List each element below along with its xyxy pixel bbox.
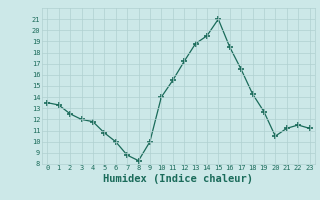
X-axis label: Humidex (Indice chaleur): Humidex (Indice chaleur) <box>103 174 253 184</box>
